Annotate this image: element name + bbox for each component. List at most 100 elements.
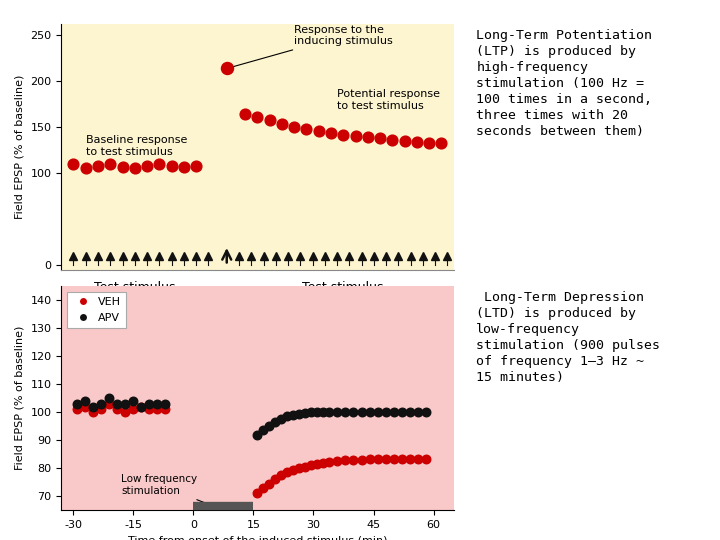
Point	[356, 456, 367, 464]
Point	[127, 405, 139, 414]
Point	[374, 134, 386, 143]
Point	[388, 455, 400, 463]
Point	[306, 461, 318, 470]
Point	[276, 471, 287, 480]
Point	[411, 138, 423, 146]
Point	[135, 402, 147, 411]
Point	[436, 139, 447, 147]
Point	[312, 408, 323, 416]
Point	[120, 408, 131, 416]
Point	[340, 408, 351, 416]
Point	[338, 130, 349, 139]
Point	[143, 400, 155, 408]
Point	[264, 480, 275, 488]
Point	[135, 402, 147, 411]
Point	[306, 408, 318, 416]
Point	[92, 161, 104, 170]
Point	[289, 123, 300, 132]
Point	[129, 164, 140, 172]
Point	[282, 468, 293, 477]
Point	[117, 163, 128, 171]
Point	[372, 408, 383, 416]
Point	[362, 132, 374, 141]
Point	[423, 139, 435, 147]
Point	[340, 456, 351, 465]
Point	[420, 455, 431, 463]
Point	[282, 412, 293, 421]
Point	[166, 161, 177, 170]
Point	[364, 455, 375, 464]
Point	[364, 408, 375, 416]
Point	[379, 455, 391, 463]
Point	[79, 402, 91, 411]
Point	[388, 408, 400, 416]
Text: Response to the
inducing stimulus: Response to the inducing stimulus	[230, 25, 393, 68]
Point	[143, 405, 155, 414]
Point	[252, 113, 264, 122]
Point	[68, 160, 79, 168]
Point	[288, 411, 300, 420]
Point	[112, 400, 123, 408]
Point	[332, 457, 343, 465]
Point	[252, 489, 264, 498]
Point	[332, 408, 343, 416]
Point	[348, 408, 359, 416]
Point	[96, 405, 107, 414]
Text: Low frequency
stimulation: Low frequency stimulation	[121, 474, 211, 505]
Point	[104, 400, 115, 408]
Point	[104, 160, 116, 168]
Point	[276, 119, 288, 128]
Point	[294, 464, 305, 472]
Point	[387, 136, 398, 145]
Legend: VEH, APV: VEH, APV	[67, 292, 127, 328]
Point	[396, 455, 408, 463]
Point	[239, 109, 251, 118]
Point	[79, 397, 91, 406]
Point	[276, 415, 287, 423]
Point	[412, 455, 423, 463]
Point	[71, 400, 83, 408]
Point	[301, 125, 312, 133]
Point	[404, 408, 415, 416]
Point	[71, 405, 83, 414]
Y-axis label: Field EPSP (% of baseline): Field EPSP (% of baseline)	[15, 326, 24, 470]
Point	[270, 418, 282, 427]
Point	[300, 463, 311, 471]
Text: Baseline response
to test stimulus: Baseline response to test stimulus	[86, 135, 187, 157]
Point	[399, 137, 410, 145]
Point	[151, 400, 163, 408]
Point	[127, 397, 139, 406]
Point	[294, 409, 305, 418]
Point	[160, 400, 171, 408]
Point	[324, 408, 336, 416]
Point	[160, 405, 171, 414]
Point	[270, 475, 282, 484]
Point	[264, 422, 275, 430]
X-axis label: Time from onset of the induced stimulus (min): Time from onset of the induced stimulus …	[127, 536, 387, 540]
Point	[87, 402, 99, 411]
Point	[350, 131, 361, 140]
Point	[288, 465, 300, 474]
Point	[318, 408, 329, 416]
Point	[264, 116, 276, 124]
Point	[190, 161, 202, 170]
Point	[404, 455, 415, 463]
Point	[318, 458, 329, 467]
Point	[141, 161, 153, 170]
Point	[372, 455, 383, 463]
Point	[258, 484, 269, 492]
Point	[80, 164, 91, 172]
Point	[420, 408, 431, 416]
Point	[221, 64, 233, 73]
Point	[112, 405, 123, 414]
Point	[151, 405, 163, 414]
Point	[412, 408, 423, 416]
Point	[178, 163, 189, 171]
Y-axis label: Field EPSP (% of baseline): Field EPSP (% of baseline)	[15, 75, 24, 219]
Text: Long-Term Depression
(LTD) is produced by
low-frequency
stimulation (900 pulses
: Long-Term Depression (LTD) is produced b…	[477, 291, 660, 384]
Point	[313, 127, 325, 136]
Point	[153, 160, 165, 168]
Point	[325, 129, 337, 137]
Point	[104, 394, 115, 402]
Point	[96, 400, 107, 408]
